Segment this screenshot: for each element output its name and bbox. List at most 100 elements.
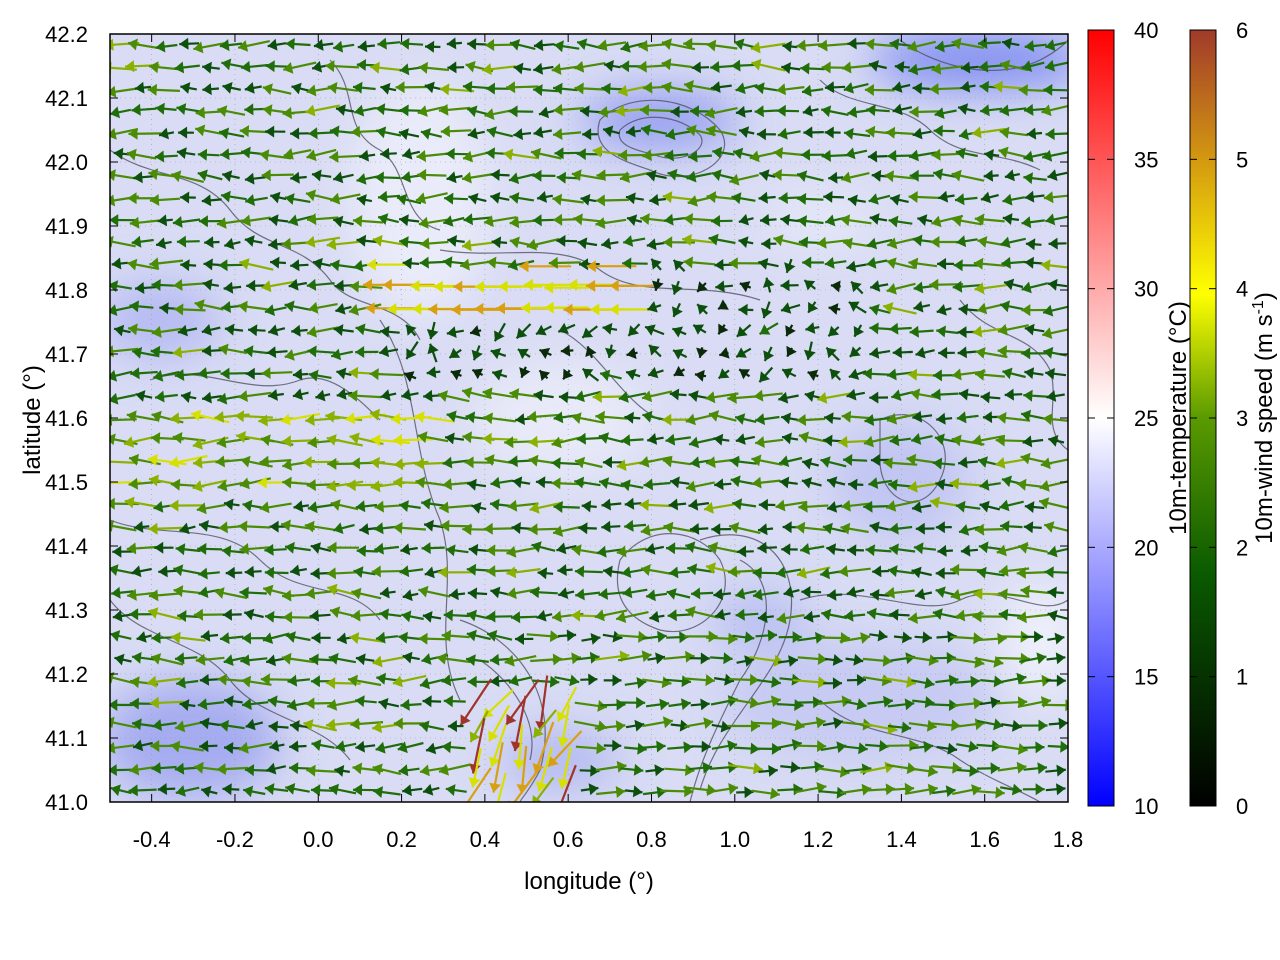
wind-vector-head: [159, 127, 169, 140]
wind-vector-head: [445, 784, 456, 796]
wind-vector-head: [601, 237, 612, 250]
wind-vector-head: [378, 698, 389, 710]
wind-vector-head: [824, 81, 835, 94]
wind-vector-head: [892, 346, 902, 359]
wind-vector-head: [198, 586, 209, 598]
wind-vector-head: [151, 279, 161, 291]
wind-vector-head: [982, 411, 993, 424]
wind-vector-head: [412, 302, 422, 315]
wind-vector-head: [192, 480, 203, 492]
wind-vector-head: [998, 564, 1009, 577]
wind-vector-head: [770, 787, 780, 800]
wind-vector-head: [302, 456, 312, 469]
wind-vector-head: [1047, 278, 1058, 291]
wind-vector-head: [218, 521, 228, 534]
wind-vector-head: [355, 695, 365, 708]
wind-vector-head: [261, 169, 271, 182]
wind-vector-head: [128, 477, 139, 490]
wind-vector-head: [643, 81, 653, 94]
wind-vector-head: [460, 258, 470, 271]
wind-colorbar-title-end: ): [1251, 292, 1278, 300]
wind-vector-head: [911, 566, 922, 579]
wind-vector-head: [971, 126, 982, 139]
wind-vector-head: [1000, 59, 1011, 72]
wind-vector-head: [574, 60, 585, 73]
wind-vector-head: [1021, 304, 1031, 317]
wind-vector-head: [370, 61, 380, 74]
wind-vector-head: [375, 631, 386, 644]
wind-vector-head: [531, 541, 542, 553]
wind-vector-head: [972, 325, 983, 338]
wind-vector-head: [544, 281, 554, 294]
wind-vector-head: [129, 300, 139, 313]
wind-vector-head: [1026, 127, 1037, 140]
wind-vector-head: [421, 653, 432, 665]
wind-vector-head: [1017, 611, 1027, 624]
wind-vector-head: [489, 653, 500, 666]
wind-vector-head: [782, 521, 792, 534]
wind-vector-head: [739, 281, 751, 293]
wind-vector-head: [124, 436, 135, 448]
wind-vector-head: [888, 215, 899, 228]
wind-vector-head: [938, 346, 948, 359]
wind-vector-head: [202, 61, 212, 74]
wind-vector-head: [124, 496, 135, 509]
wind-vector-head: [197, 367, 208, 379]
wind-vector-head: [174, 762, 185, 775]
wind-vector-head: [356, 545, 366, 557]
wind-vector-head: [647, 301, 658, 313]
wind-vector-head: [933, 168, 944, 181]
wind-vector-head: [744, 786, 754, 799]
wind-vector-head: [693, 324, 705, 335]
wind-vector-head: [715, 608, 726, 621]
contour-line: [597, 99, 726, 178]
wind-vector-head: [282, 476, 292, 489]
wind-vector-head: [171, 631, 181, 644]
wind-vector-head: [504, 436, 514, 449]
wind-vector-head: [110, 280, 119, 293]
wind-vector-head: [333, 522, 344, 534]
wind-vector-head: [891, 389, 902, 401]
wind-vector-head: [1054, 632, 1065, 645]
wind-vector-head: [728, 632, 738, 645]
wind-vector-shaft: [110, 418, 137, 422]
wind-vector-head: [662, 716, 673, 729]
wind-vector-head: [872, 565, 882, 578]
wind-vector-head: [998, 588, 1008, 601]
wind-vector-head: [723, 652, 733, 665]
wind-vector-head: [376, 126, 387, 139]
wind-vector-shaft: [560, 764, 577, 802]
wind-vector-head: [224, 237, 235, 250]
wind-vector-head: [281, 435, 292, 448]
wind-vector-head: [911, 433, 922, 445]
wind-vector-head: [735, 82, 746, 95]
wind-vector-head: [391, 413, 401, 425]
wind-vector-head: [307, 345, 317, 358]
wind-vector-head: [993, 80, 1003, 93]
wind-vector-shaft: [513, 695, 527, 752]
wind-vector-head: [355, 323, 366, 336]
wind-vector-head: [471, 349, 483, 361]
wind-vector-head: [261, 280, 272, 293]
wind-vector-head: [1056, 764, 1066, 777]
wind-vector-head: [590, 764, 600, 777]
wind-vector-head: [892, 103, 903, 116]
wind-vector-head: [270, 191, 281, 204]
wind-vector-head: [507, 259, 518, 271]
wind-vector-head: [894, 61, 905, 73]
wind-vector-head: [506, 713, 517, 725]
wind-vector-head: [790, 761, 801, 774]
wind-vector-head: [508, 674, 519, 687]
wind-vector-head: [305, 235, 316, 248]
wind-vector-head: [219, 127, 230, 140]
wind-vector-head: [157, 214, 168, 227]
wind-vector-head: [571, 544, 582, 557]
wind-vector-head: [150, 432, 161, 445]
wind-vector-head: [509, 216, 520, 229]
wind-vector-head: [234, 410, 245, 423]
wind-vector-head: [618, 391, 629, 403]
wind-vector-head: [1023, 389, 1033, 402]
wind-vector-head: [656, 786, 667, 799]
wind-vector-head: [350, 457, 360, 470]
